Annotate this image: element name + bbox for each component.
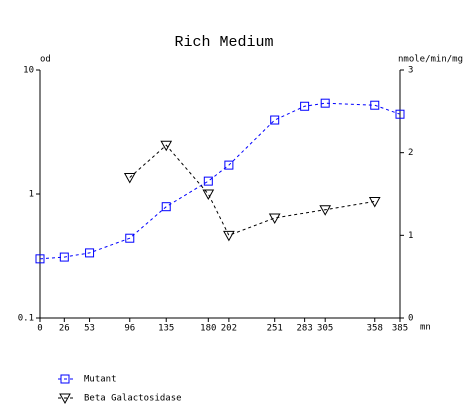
legend-marker — [60, 374, 70, 384]
legend-label: Mutant — [84, 375, 117, 385]
data-point — [370, 100, 380, 110]
y2-tick-label: 0 — [408, 314, 413, 324]
chart-title: Rich Medium — [174, 34, 273, 51]
x-tick-label: 283 — [296, 324, 312, 334]
x-tick-label: 53 — [84, 324, 95, 334]
x-tick-label: 202 — [221, 324, 237, 334]
y2-tick-label: 1 — [408, 231, 413, 241]
data-point — [268, 213, 281, 225]
data-point — [223, 230, 235, 242]
data-point — [161, 202, 171, 212]
legend-marker — [59, 393, 71, 405]
y2-tick-label: 2 — [408, 148, 413, 158]
x-tick-label: 385 — [392, 324, 408, 334]
data-point — [123, 172, 136, 184]
data-point — [368, 196, 381, 208]
data-point — [160, 140, 173, 152]
y2-tick-label: 3 — [408, 66, 413, 76]
data-point — [35, 254, 45, 264]
data-point — [59, 252, 69, 262]
series-line — [129, 144, 375, 236]
y-tick-label: 1 — [29, 190, 34, 200]
data-point — [395, 109, 405, 119]
data-point — [300, 101, 310, 111]
x-tick-label: 180 — [200, 324, 216, 334]
x-tick-label: 0 — [37, 324, 42, 334]
series-line — [39, 102, 401, 260]
data-point — [224, 160, 234, 170]
data-point — [319, 205, 332, 216]
y-tick-label: 0.1 — [18, 314, 34, 324]
x-tick-label: 26 — [59, 324, 70, 334]
x-tick-label: 96 — [124, 324, 135, 334]
data-point — [85, 248, 95, 258]
y2-axis-label: nmole/min/mg — [398, 55, 463, 65]
legend-label: Beta Galactosidase — [84, 394, 182, 404]
data-point — [320, 98, 330, 108]
x-tick-label: 305 — [317, 324, 333, 334]
y-tick-label: 10 — [23, 66, 34, 76]
x-tick-label: 251 — [267, 324, 283, 334]
x-tick-label: 135 — [158, 324, 174, 334]
data-point — [125, 233, 135, 243]
data-point — [270, 115, 280, 125]
data-point — [202, 189, 215, 201]
y-axis-label: od — [40, 55, 51, 65]
data-point — [203, 176, 213, 186]
x-tick-label: 358 — [367, 324, 383, 334]
x-axis-label: mn — [420, 323, 431, 333]
